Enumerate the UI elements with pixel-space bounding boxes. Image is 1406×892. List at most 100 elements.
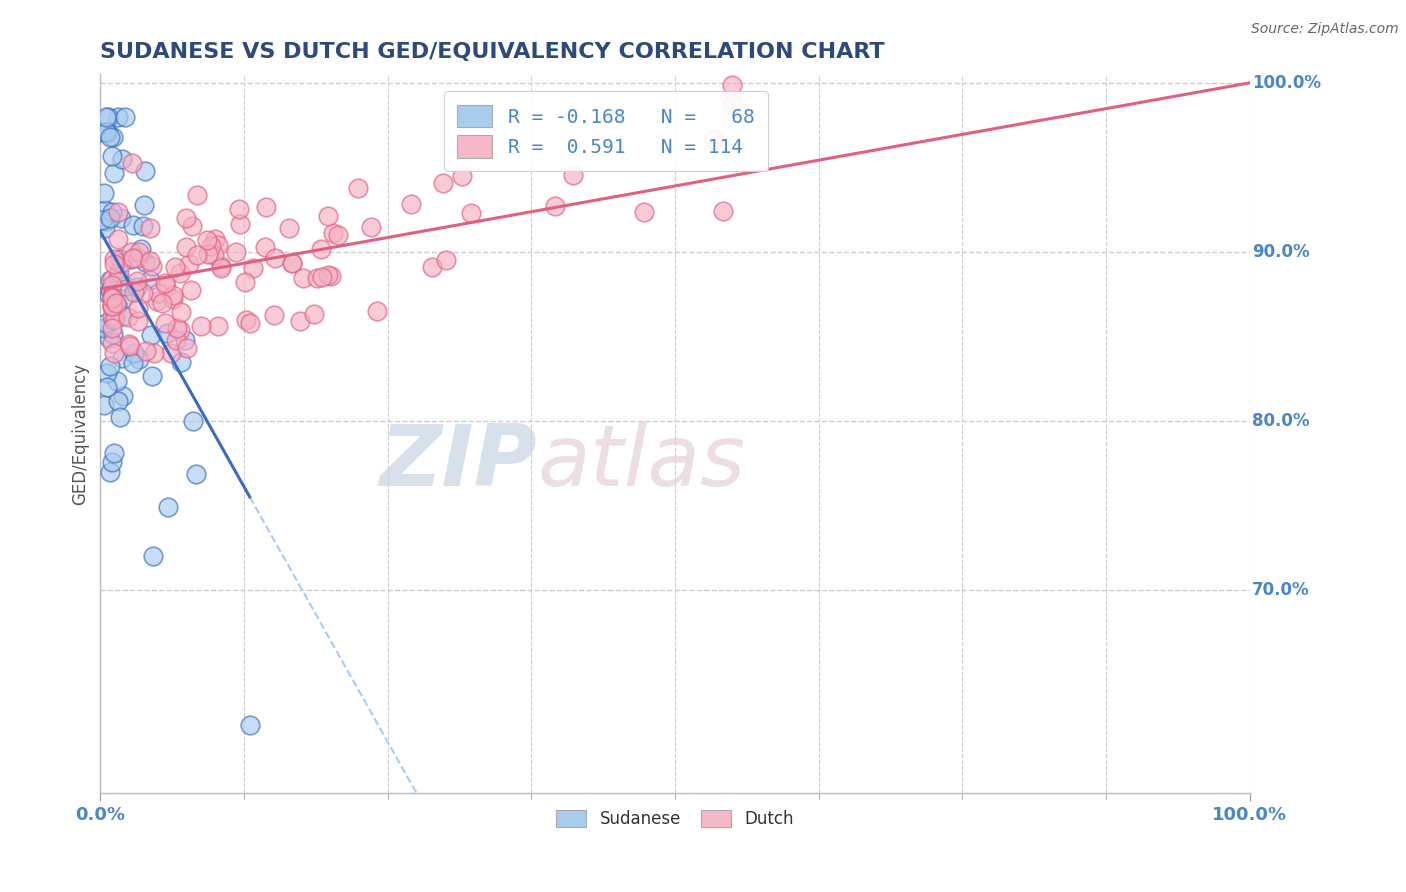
- Point: [146, 293, 169, 308]
- Point: [100, 205, 122, 219]
- Point: [228, 202, 250, 216]
- Point: [132, 286, 155, 301]
- Point: [103, 313, 125, 327]
- Point: [122, 345, 145, 359]
- Point: [451, 169, 474, 183]
- Point: [186, 188, 208, 202]
- Point: [347, 181, 370, 195]
- Point: [366, 304, 388, 318]
- Text: 90.0%: 90.0%: [1251, 243, 1309, 260]
- Point: [98, 272, 121, 286]
- Point: [142, 549, 165, 564]
- Point: [544, 199, 567, 213]
- Y-axis label: GED/Equivalency: GED/Equivalency: [72, 362, 89, 505]
- Point: [134, 164, 156, 178]
- Point: [96, 214, 118, 228]
- Point: [207, 237, 229, 252]
- Point: [111, 389, 134, 403]
- Point: [235, 275, 257, 289]
- Point: [91, 213, 114, 227]
- Point: [94, 221, 117, 235]
- Point: [202, 248, 225, 262]
- Point: [153, 277, 176, 291]
- Point: [180, 219, 202, 233]
- Point: [132, 198, 155, 212]
- Point: [141, 327, 163, 342]
- Point: [146, 285, 169, 300]
- Point: [103, 166, 125, 180]
- Point: [101, 291, 124, 305]
- Point: [420, 260, 443, 274]
- Point: [721, 78, 744, 92]
- Point: [122, 356, 145, 370]
- Point: [101, 149, 124, 163]
- Point: [195, 233, 218, 247]
- Point: [96, 124, 118, 138]
- Legend: Sudanese, Dutch: Sudanese, Dutch: [550, 803, 800, 835]
- Point: [139, 272, 162, 286]
- Point: [281, 256, 304, 270]
- Point: [162, 292, 184, 306]
- Point: [432, 176, 454, 190]
- Point: [176, 341, 198, 355]
- Point: [110, 211, 132, 225]
- Point: [112, 292, 135, 306]
- Point: [104, 312, 127, 326]
- Point: [190, 319, 212, 334]
- Point: [127, 301, 149, 316]
- Point: [633, 205, 655, 219]
- Point: [186, 248, 208, 262]
- Point: [281, 256, 304, 270]
- Point: [166, 334, 188, 348]
- Point: [97, 110, 120, 124]
- Point: [107, 269, 129, 284]
- Point: [460, 206, 482, 220]
- Point: [174, 333, 197, 347]
- Point: [111, 152, 134, 166]
- Text: 100.0%: 100.0%: [1251, 74, 1320, 92]
- Point: [277, 221, 299, 235]
- Point: [307, 270, 329, 285]
- Point: [326, 227, 349, 242]
- Point: [103, 257, 125, 271]
- Point: [209, 261, 232, 276]
- Point: [98, 288, 121, 302]
- Point: [105, 374, 128, 388]
- Point: [170, 305, 193, 319]
- Text: SUDANESE VS DUTCH GED/EQUIVALENCY CORRELATION CHART: SUDANESE VS DUTCH GED/EQUIVALENCY CORREL…: [100, 42, 884, 62]
- Point: [101, 272, 124, 286]
- Point: [101, 455, 124, 469]
- Point: [108, 409, 131, 424]
- Point: [170, 354, 193, 368]
- Point: [98, 465, 121, 479]
- Point: [157, 500, 180, 514]
- Point: [263, 252, 285, 266]
- Point: [107, 394, 129, 409]
- Point: [101, 300, 124, 314]
- Point: [117, 310, 139, 325]
- Text: Source: ZipAtlas.com: Source: ZipAtlas.com: [1251, 22, 1399, 37]
- Point: [561, 168, 583, 182]
- Point: [128, 244, 150, 259]
- Point: [184, 467, 207, 482]
- Point: [166, 321, 188, 335]
- Point: [134, 255, 156, 269]
- Point: [235, 313, 257, 327]
- Point: [101, 295, 124, 310]
- Point: [97, 126, 120, 140]
- Point: [101, 298, 124, 312]
- Text: atlas: atlas: [537, 421, 745, 504]
- Point: [96, 366, 118, 380]
- Point: [156, 326, 179, 340]
- Point: [132, 219, 155, 233]
- Point: [107, 110, 129, 124]
- Point: [711, 204, 734, 219]
- Point: [129, 242, 152, 256]
- Point: [180, 284, 202, 298]
- Point: [103, 446, 125, 460]
- Point: [101, 290, 124, 304]
- Point: [128, 351, 150, 366]
- Point: [101, 291, 124, 305]
- Point: [288, 313, 311, 327]
- Point: [304, 307, 326, 321]
